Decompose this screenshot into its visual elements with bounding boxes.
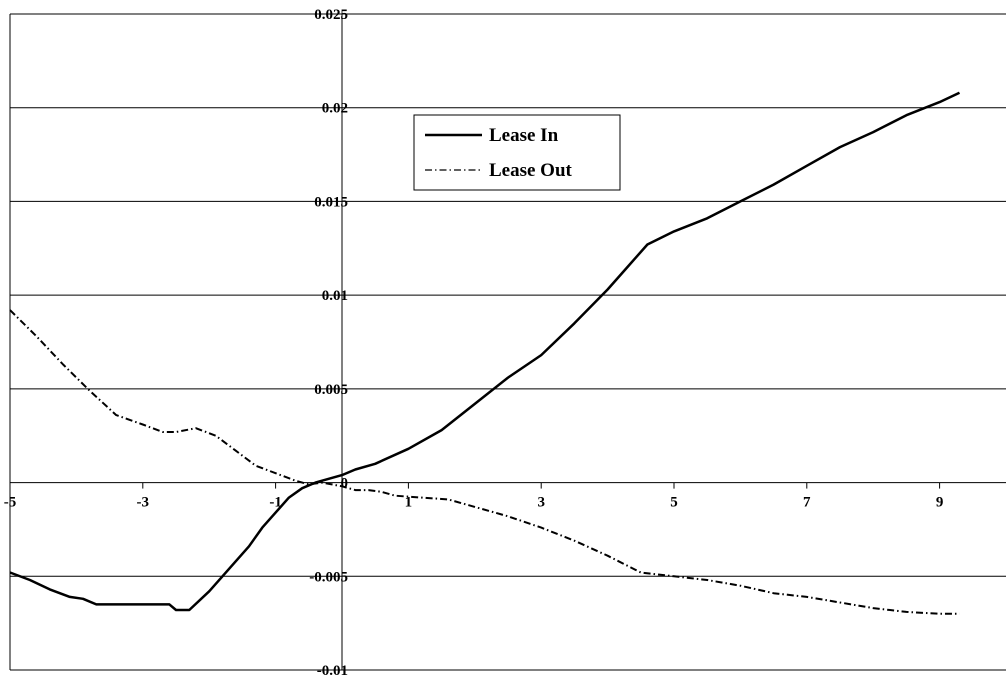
legend: Lease In Lease Out	[413, 114, 621, 191]
y-tick-label: -0.01	[317, 663, 348, 679]
horizontal-gridlines	[10, 13, 1006, 671]
series-lines	[9, 91, 961, 615]
x-tick-label: 9	[936, 495, 944, 511]
legend-label-lease-out: Lease Out	[489, 160, 573, 181]
x-tick-label: 5	[670, 495, 678, 511]
series-line-lease-in	[9, 91, 961, 612]
x-tick-label: 7	[803, 495, 811, 511]
y-tick-label: 0.015	[314, 194, 348, 210]
y-tick-label: 0.02	[322, 101, 348, 117]
legend-box	[413, 114, 621, 191]
legend-label-lease-in: Lease In	[489, 125, 559, 146]
tick-labels: -0.01 -0.005 0 0.005 0.01 0.015 0.02 0.025 -5 -3 -…	[4, 7, 944, 679]
x-tick-label: -1	[269, 495, 282, 511]
x-tick-label: 3	[537, 495, 545, 511]
y-tick-label: -0.005	[309, 569, 348, 585]
y-tick-label: 0.005	[314, 382, 348, 398]
series-line-lease-out	[9, 309, 960, 615]
x-tick-label: -3	[137, 495, 150, 511]
y-tick-label: 0.01	[322, 288, 348, 304]
axes	[9, 14, 1006, 671]
x-tick-label: -5	[4, 495, 17, 511]
x-tick-label: 1	[405, 495, 413, 511]
y-tick-label: 0.025	[314, 7, 348, 23]
y-tick-label: 0	[341, 476, 349, 492]
